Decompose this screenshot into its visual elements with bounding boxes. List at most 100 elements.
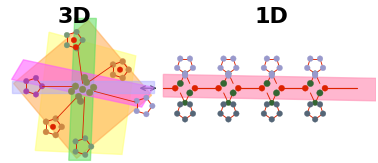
- Circle shape: [43, 129, 49, 135]
- Circle shape: [190, 65, 196, 71]
- Circle shape: [277, 65, 282, 71]
- Circle shape: [302, 85, 308, 91]
- Circle shape: [317, 90, 323, 96]
- Circle shape: [261, 65, 267, 71]
- Circle shape: [81, 74, 88, 81]
- Circle shape: [269, 71, 274, 76]
- Circle shape: [64, 32, 70, 38]
- Circle shape: [312, 73, 318, 78]
- Circle shape: [73, 44, 79, 50]
- Circle shape: [264, 56, 270, 61]
- Circle shape: [50, 124, 56, 130]
- Circle shape: [43, 119, 49, 125]
- Circle shape: [226, 100, 231, 106]
- Circle shape: [72, 83, 79, 90]
- Circle shape: [304, 65, 310, 71]
- Circle shape: [73, 139, 78, 144]
- Circle shape: [226, 71, 231, 76]
- Circle shape: [182, 73, 188, 78]
- Circle shape: [304, 111, 310, 116]
- Polygon shape: [12, 81, 153, 93]
- Circle shape: [235, 85, 241, 91]
- Circle shape: [269, 71, 274, 76]
- Circle shape: [126, 67, 132, 73]
- Circle shape: [320, 65, 326, 71]
- Text: 1D: 1D: [255, 7, 289, 27]
- Circle shape: [182, 71, 188, 76]
- Polygon shape: [12, 60, 153, 107]
- Circle shape: [59, 124, 65, 130]
- Circle shape: [134, 98, 139, 104]
- Circle shape: [218, 111, 223, 116]
- Circle shape: [117, 67, 123, 72]
- Circle shape: [264, 80, 270, 87]
- Circle shape: [218, 65, 223, 71]
- Circle shape: [215, 85, 222, 91]
- Circle shape: [269, 117, 274, 122]
- Circle shape: [77, 98, 84, 104]
- Circle shape: [110, 72, 116, 78]
- Text: 3D: 3D: [58, 7, 91, 27]
- Circle shape: [82, 135, 88, 141]
- Circle shape: [144, 95, 149, 100]
- Circle shape: [269, 73, 274, 78]
- Circle shape: [234, 111, 239, 116]
- Circle shape: [226, 73, 231, 78]
- Circle shape: [174, 111, 180, 116]
- Circle shape: [177, 56, 183, 61]
- Circle shape: [274, 102, 279, 107]
- Circle shape: [187, 102, 193, 107]
- Circle shape: [120, 59, 125, 64]
- Circle shape: [33, 92, 39, 97]
- Circle shape: [75, 93, 82, 100]
- Circle shape: [230, 90, 236, 96]
- Circle shape: [312, 71, 318, 76]
- Circle shape: [221, 102, 226, 107]
- Circle shape: [234, 65, 239, 71]
- Circle shape: [192, 85, 198, 91]
- Circle shape: [261, 111, 267, 116]
- Circle shape: [312, 117, 318, 122]
- Circle shape: [274, 56, 279, 61]
- Circle shape: [177, 102, 183, 107]
- Polygon shape: [35, 32, 136, 154]
- Circle shape: [23, 89, 29, 94]
- Circle shape: [80, 37, 85, 43]
- Circle shape: [79, 86, 86, 93]
- Circle shape: [120, 75, 125, 81]
- Circle shape: [273, 90, 280, 96]
- Circle shape: [259, 85, 265, 91]
- Circle shape: [74, 46, 79, 51]
- Circle shape: [231, 56, 236, 61]
- Circle shape: [221, 56, 226, 61]
- Circle shape: [90, 84, 97, 91]
- Circle shape: [68, 88, 75, 95]
- Polygon shape: [14, 20, 152, 158]
- Circle shape: [74, 29, 79, 35]
- Circle shape: [177, 80, 183, 87]
- Circle shape: [317, 102, 323, 107]
- Circle shape: [172, 85, 178, 91]
- Circle shape: [187, 90, 193, 96]
- Circle shape: [39, 83, 45, 89]
- Circle shape: [82, 152, 88, 158]
- Circle shape: [64, 42, 70, 48]
- Circle shape: [134, 108, 139, 114]
- Circle shape: [83, 79, 90, 86]
- Circle shape: [73, 149, 78, 154]
- Circle shape: [88, 144, 94, 149]
- Polygon shape: [69, 18, 96, 160]
- Polygon shape: [163, 74, 376, 101]
- Circle shape: [307, 56, 313, 61]
- Circle shape: [269, 100, 274, 106]
- Circle shape: [279, 85, 285, 91]
- Circle shape: [190, 111, 196, 116]
- Circle shape: [150, 103, 155, 109]
- Circle shape: [307, 102, 313, 107]
- Circle shape: [307, 80, 314, 87]
- Circle shape: [226, 117, 231, 122]
- Circle shape: [264, 102, 270, 107]
- Circle shape: [312, 71, 318, 76]
- Circle shape: [71, 37, 77, 43]
- Circle shape: [226, 71, 231, 76]
